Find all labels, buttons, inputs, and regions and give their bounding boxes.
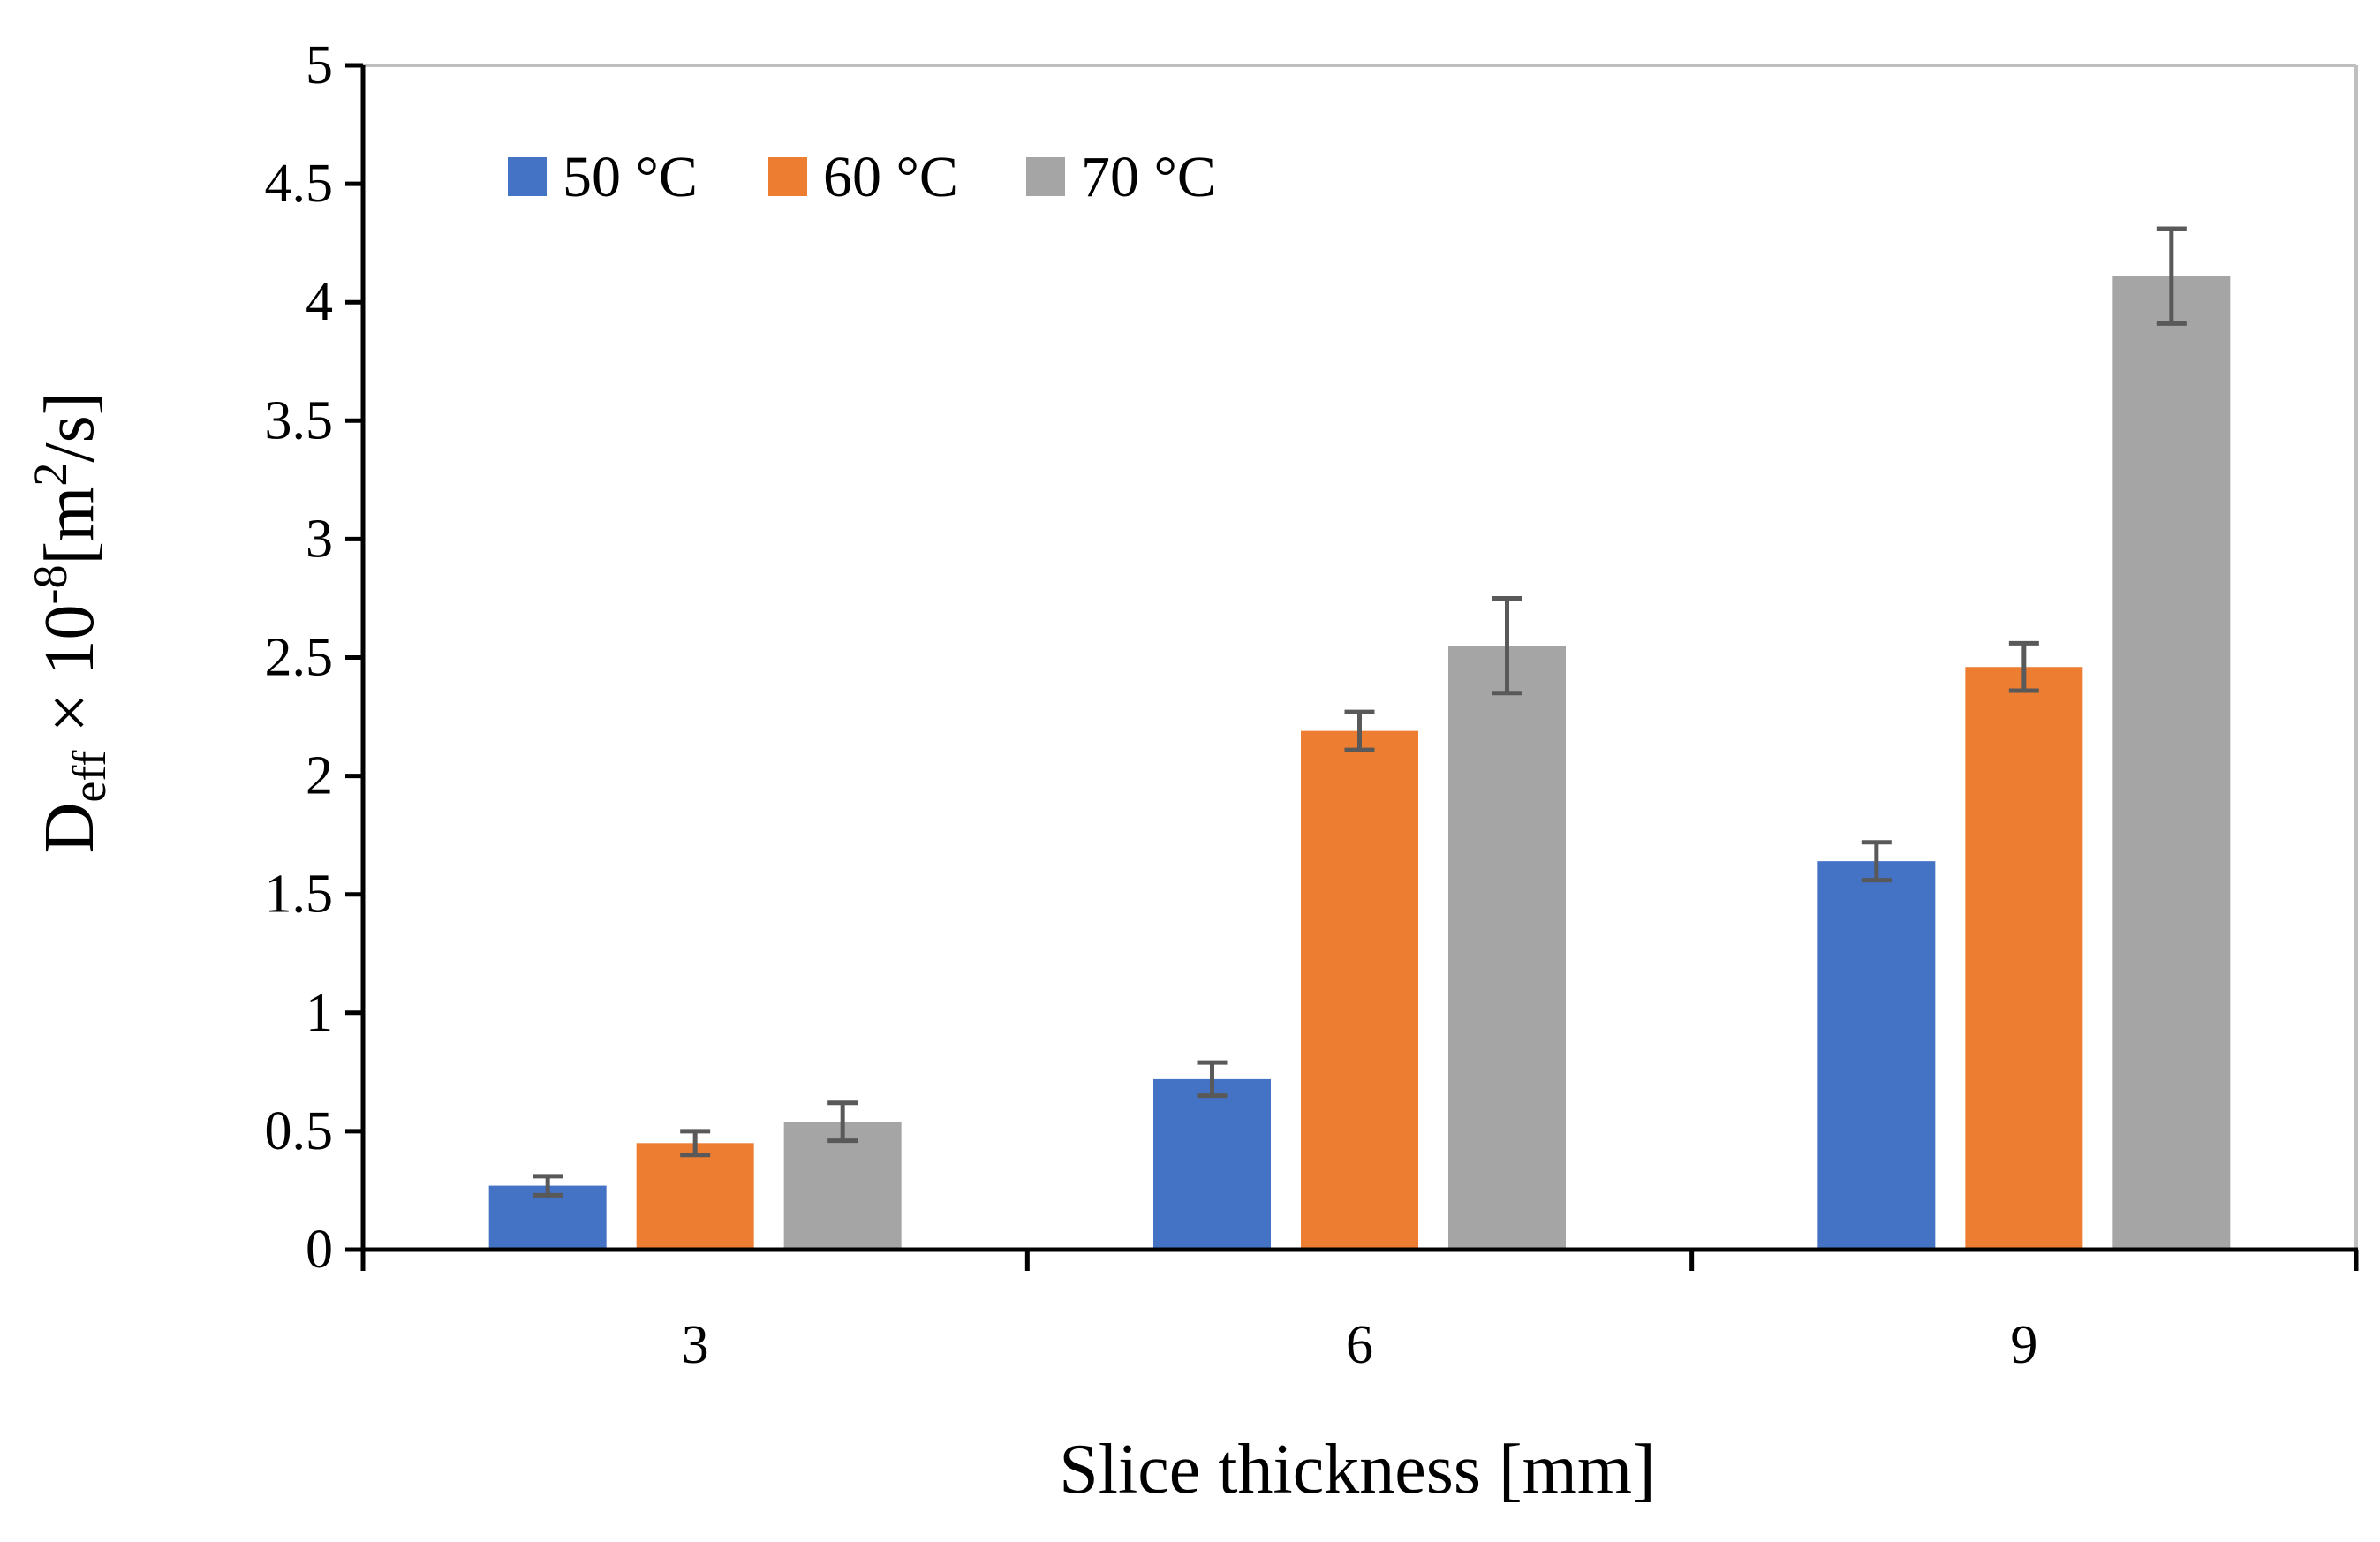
y-tick-label: 1.5 <box>265 865 334 925</box>
y-tick-label: 0.5 <box>265 1101 334 1161</box>
error-bar-70Cc-6mm <box>1492 595 1522 696</box>
y-axis-title-unit-open: [m <box>31 487 109 565</box>
legend-label: 60 °C <box>823 145 958 209</box>
plot-frame <box>363 64 2358 1250</box>
y-axis-title-unit-superscript: 2 <box>24 463 77 487</box>
bar-70Cc-9mm <box>2112 276 2231 1250</box>
y-tick-label: 4.5 <box>265 154 334 214</box>
error-bar-60Cc-6mm <box>1344 709 1375 752</box>
bar-50Cc-9mm <box>1817 861 1936 1250</box>
y-tick-label: 4 <box>306 272 333 332</box>
legend-item: 50 °C <box>508 145 698 209</box>
y-axis-title-unit-close: /s] <box>31 392 109 463</box>
legend-swatch <box>508 157 547 196</box>
y-tick-label: 3 <box>306 509 333 569</box>
y-tick-label: 3.5 <box>265 390 334 450</box>
legend-item: 60 °C <box>768 145 958 209</box>
bar-50Cc-6mm <box>1153 1078 1271 1250</box>
x-tick-label: 3 <box>682 1315 709 1375</box>
legend-swatch <box>768 157 807 196</box>
x-tick-label: 9 <box>2010 1315 2037 1375</box>
error-bar-50Cc-3mm <box>533 1174 563 1198</box>
bar-60Cc-6mm <box>1301 730 1418 1250</box>
x-tick-labels: 3 6 9 <box>682 1315 2038 1375</box>
y-axis-title: Deff × 10-8[m2/s] <box>24 392 116 854</box>
error-bar-70Cc-3mm <box>827 1100 858 1144</box>
bar-70Cc-6mm <box>1448 646 1566 1250</box>
error-bar-50Cc-6mm <box>1197 1060 1228 1099</box>
legend-item: 70 °C <box>1026 145 1216 209</box>
error-bar-50Cc-9mm <box>1861 840 1892 883</box>
error-bar-60Cc-9mm <box>2008 640 2039 693</box>
x-axis-title: Slice thickness [mm] <box>1059 1431 1655 1508</box>
y-axis-title-subscript: eff <box>63 751 116 803</box>
axes-group <box>345 63 2359 1271</box>
y-tick-label: 0 <box>306 1220 333 1280</box>
error-bars-group <box>533 226 2187 1198</box>
x-tick-label: 6 <box>1346 1315 1373 1375</box>
error-bar-70Cc-9mm <box>2156 226 2187 326</box>
y-tick-label: 1 <box>306 983 333 1043</box>
y-tick-label: 5 <box>306 35 333 95</box>
y-tick-label: 2.5 <box>265 628 334 688</box>
bars-group <box>488 276 2231 1250</box>
bar-70Cc-3mm <box>783 1122 902 1250</box>
legend-label: 50 °C <box>563 145 698 209</box>
bar-60Cc-3mm <box>636 1143 754 1250</box>
y-axis-title-main: D <box>31 803 109 854</box>
y-tick-labels: 0 0.5 1 1.5 2 2.5 3 3.5 4 4.5 5 <box>265 35 334 1280</box>
y-axis-title-middle: × 10 <box>31 604 109 750</box>
legend-label: 70 °C <box>1081 145 1216 209</box>
bar-60Cc-9mm <box>1965 667 2083 1250</box>
error-bar-60Cc-3mm <box>680 1129 711 1158</box>
y-tick-label: 2 <box>306 746 333 806</box>
legend-swatch <box>1026 157 1065 196</box>
y-axis-title-superscript: -8 <box>24 565 77 605</box>
legend: 50 °C 60 °C 70 °C <box>508 145 1216 209</box>
